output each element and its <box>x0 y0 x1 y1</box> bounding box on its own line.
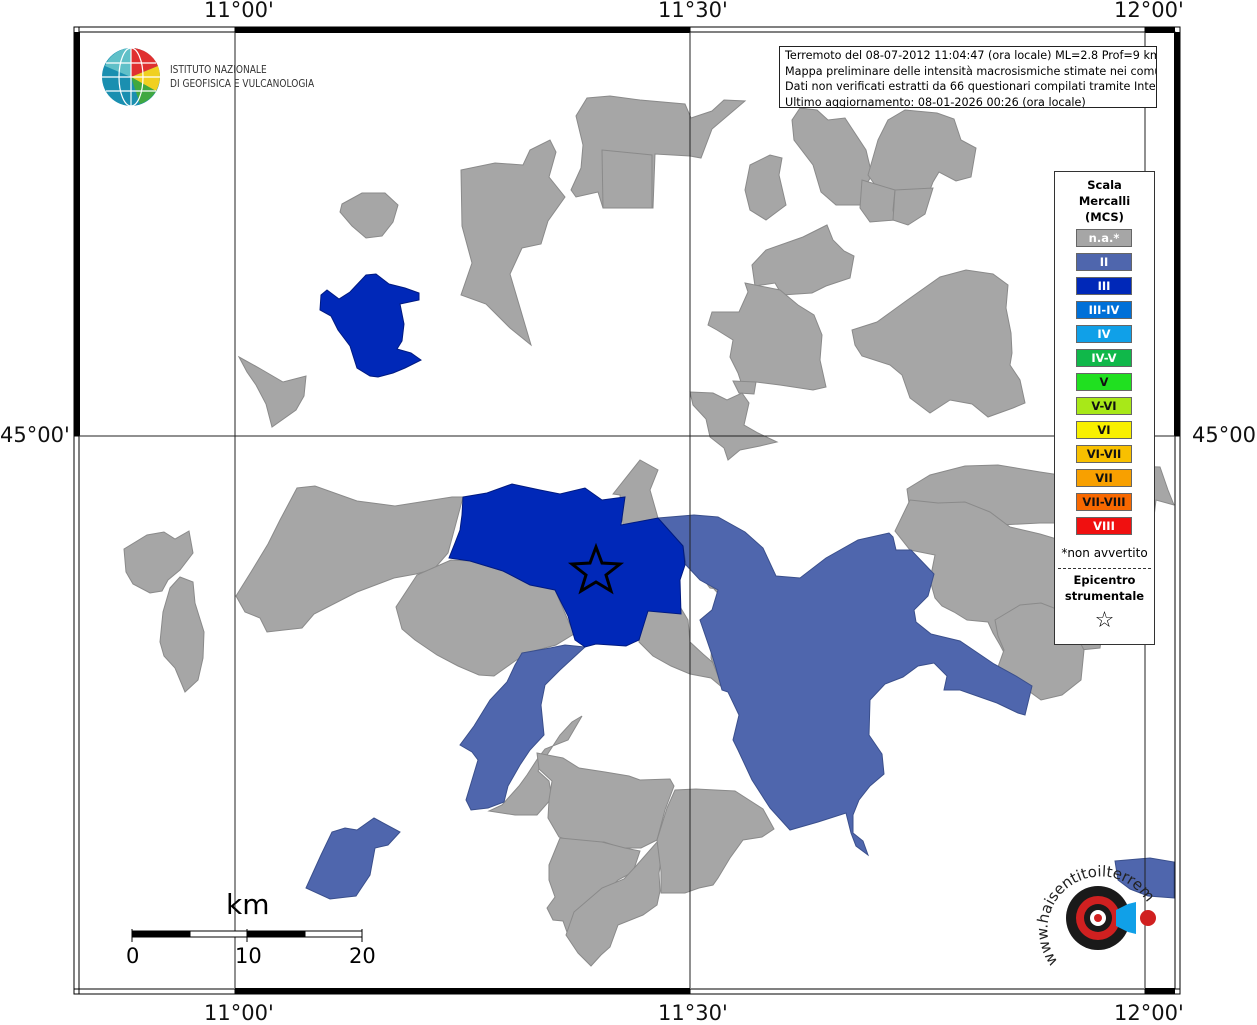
info-line-2: Mappa preliminare delle intensità macros… <box>785 64 1157 78</box>
legend-title-line3: (MCS) <box>1085 210 1124 224</box>
legend-title-line2: Mercalli <box>1078 194 1131 208</box>
legend-swatch-1: II <box>1076 253 1132 271</box>
legend-note: *non avvertito <box>1061 546 1148 560</box>
legend-epicentre-line2: strumentale <box>1064 589 1145 603</box>
legend-swatch-0: n.a.* <box>1076 229 1132 247</box>
legend-epicentre-line1: Epicentro <box>1073 573 1136 587</box>
right-tick: 45°00' <box>1192 423 1257 447</box>
mcs-legend: Scala Mercalli (MCS) n.a.* II III III-IV IV I… <box>1054 171 1155 645</box>
ingv-name: ISTITUTO NAZIONALE DI GEOFISICA E VULCAN… <box>170 63 314 91</box>
legend-swatch-9: VI-VII <box>1076 445 1132 463</box>
bottom-tick-3: 12°00' <box>1114 1001 1184 1025</box>
legend-swatch-11: VII-VIII <box>1076 493 1132 511</box>
ingv-globe-logo <box>102 47 160 107</box>
legend-swatch-7: V-VI <box>1076 397 1132 415</box>
legend-swatch-2: III <box>1076 277 1132 295</box>
epicentre-star-icon <box>567 542 625 595</box>
top-tick-2: 11°30' <box>658 0 728 22</box>
scale-bar <box>131 929 363 942</box>
frame-border <box>73 26 1181 995</box>
left-tick: 45°00' <box>0 423 70 447</box>
legend-divider <box>1058 568 1151 569</box>
scale-unit: km <box>226 888 270 921</box>
ingv-name-line1: ISTITUTO NAZIONALE <box>170 63 267 76</box>
info-line-4: Ultimo aggiornamento: 08-01-2026 00:26 (… <box>785 95 1086 108</box>
legend-swatch-12: VIII <box>1076 517 1132 535</box>
scale-label-0: 0 <box>126 944 140 968</box>
top-tick-1: 11°00' <box>204 0 274 22</box>
legend-swatch-6: V <box>1076 373 1132 391</box>
haisentito-logo: www.haisentitoilterremoto.it <box>1036 858 1159 969</box>
legend-title-line1: Scala <box>1087 178 1122 192</box>
legend-items: n.a.* II III III-IV IV IV-V V V-VI VI VI-VII VII VI… <box>1076 229 1132 541</box>
info-line-3: Dati non verificati estratti da 66 quest… <box>785 80 1157 93</box>
legend-swatch-8: VI <box>1076 421 1132 439</box>
legend-star-icon: ☆ <box>1094 608 1115 633</box>
legend-title: Scala Mercalli (MCS) <box>1055 177 1154 225</box>
legend-swatch-4: IV <box>1076 325 1132 343</box>
bottom-tick-1: 11°00' <box>204 1001 274 1025</box>
municipalities-intensity-iii <box>319 273 686 648</box>
legend-swatch-3: III-IV <box>1076 301 1132 319</box>
scale-label-20: 20 <box>349 944 376 968</box>
municipalities-intensity-ii <box>305 514 1175 900</box>
bottom-tick-2: 11°30' <box>658 1001 728 1025</box>
scale-label-10: 10 <box>235 944 262 968</box>
info-line-1: Terremoto del 08-07-2012 11:04:47 (ora l… <box>785 49 1157 62</box>
legend-epicentre-label: Epicentro strumentale <box>1055 572 1154 604</box>
earthquake-info-box: Terremoto del 08-07-2012 11:04:47 (ora l… <box>779 46 1157 108</box>
legend-swatch-10: VII <box>1076 469 1132 487</box>
ingv-name-line2: DI GEOFISICA E VULCANOLOGIA <box>170 77 315 90</box>
legend-swatch-5: IV-V <box>1076 349 1132 367</box>
top-tick-3: 12°00' <box>1114 0 1184 22</box>
